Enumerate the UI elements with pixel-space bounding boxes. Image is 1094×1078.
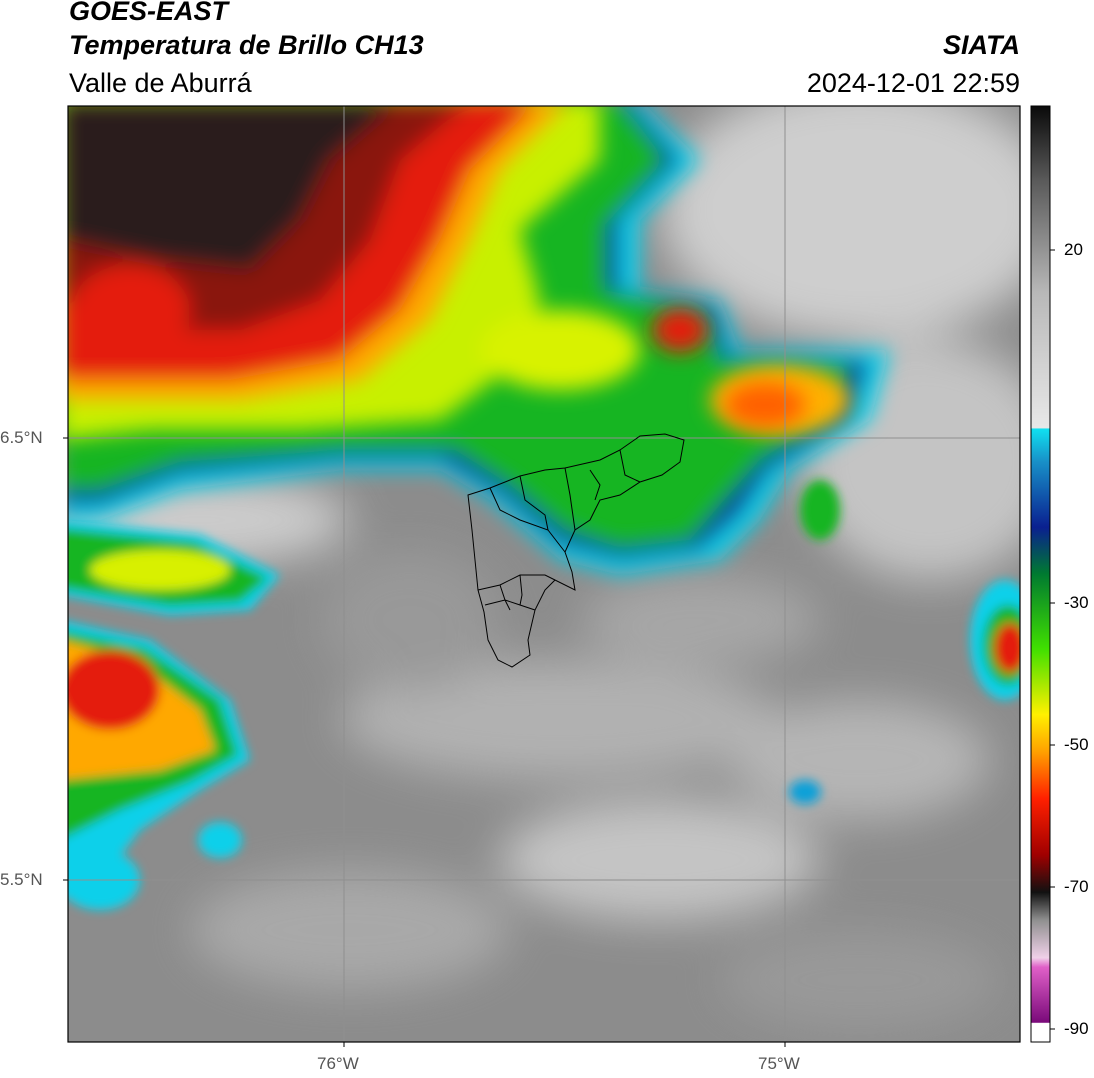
- colorbar-tick-label: -70: [1064, 877, 1089, 896]
- imagery-layer: [68, 106, 1020, 1042]
- colorbar-tick-label: -30: [1064, 593, 1089, 612]
- colorbar-tick-label: 20: [1064, 240, 1083, 259]
- colorbar-tick-label: -50: [1064, 735, 1089, 754]
- municipal-boundaries: [467, 433, 685, 668]
- map-frame: [67, 105, 1021, 1043]
- region-name: Valle de Aburrá: [69, 68, 252, 98]
- timestamp: 2024-12-01 22:59: [806, 68, 1020, 98]
- lat-label-5-5n: 5.5°N: [0, 870, 43, 889]
- colorbar: [1030, 105, 1055, 1043]
- lon-label-76w: 76°W: [317, 1054, 359, 1073]
- colorbar-tick-label: -90: [1064, 1019, 1089, 1038]
- product-subtitle: Temperatura de Brillo CH13: [69, 30, 424, 60]
- product-title: GOES-EAST: [69, 0, 229, 26]
- brand-label: SIATA: [943, 30, 1020, 60]
- lon-label-75w: 75°W: [758, 1054, 800, 1073]
- lat-label-6-5n: 6.5°N: [0, 428, 43, 447]
